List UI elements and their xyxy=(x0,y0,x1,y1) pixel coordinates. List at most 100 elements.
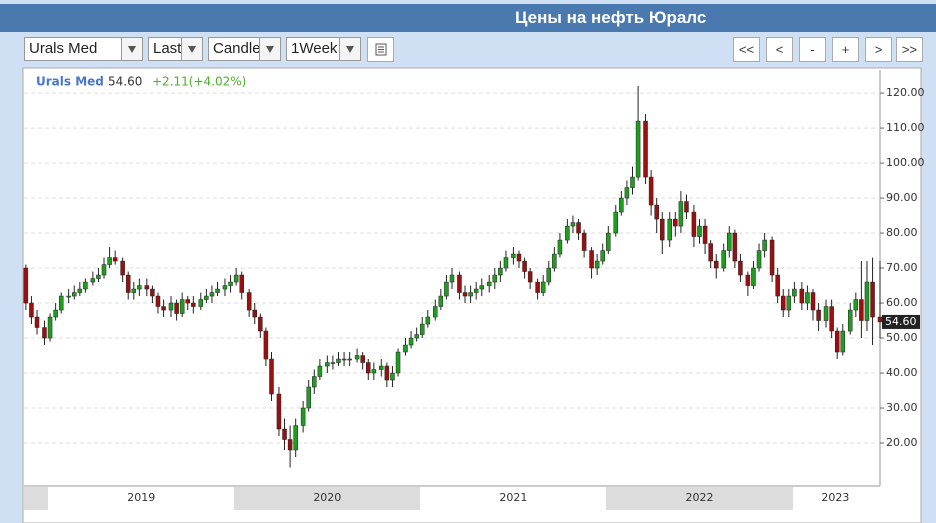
axis-band xyxy=(606,487,793,510)
candle-body xyxy=(83,281,88,290)
y-tick-label: 120.00 xyxy=(886,86,925,99)
candle-body xyxy=(137,285,142,290)
select-text: 1Week xyxy=(291,40,338,57)
candle-body xyxy=(540,281,546,293)
candle-body xyxy=(829,306,834,332)
candle-body xyxy=(527,271,533,283)
candle-body xyxy=(462,292,468,297)
candle-body xyxy=(635,120,641,178)
select-text: Candle xyxy=(213,40,261,57)
candle-body xyxy=(168,302,174,311)
candle-body xyxy=(403,344,408,353)
candle-body xyxy=(300,407,306,426)
candle-body xyxy=(390,372,395,381)
candle-body xyxy=(125,274,131,293)
candle-body xyxy=(47,316,53,339)
symbol-select[interactable]: Urals Med xyxy=(24,37,143,61)
candle-body xyxy=(379,365,384,370)
candle-body xyxy=(263,330,269,360)
candle-body xyxy=(438,295,444,307)
candle-body xyxy=(185,299,191,304)
candle-body xyxy=(516,253,522,262)
candle-body xyxy=(23,267,29,304)
candle-body xyxy=(486,281,492,286)
candle-body xyxy=(834,330,840,353)
type-select[interactable]: Candle xyxy=(208,37,281,61)
candle-body xyxy=(721,250,726,269)
y-tick-label: 110.00 xyxy=(886,121,925,134)
candle-body xyxy=(58,295,64,311)
candle-body xyxy=(233,274,239,283)
candle-body xyxy=(576,222,581,234)
nav-button[interactable]: - xyxy=(799,37,826,62)
candle-body xyxy=(287,439,293,451)
x-tick-label: 2019 xyxy=(127,491,155,504)
candle-body xyxy=(282,428,287,440)
candle-body xyxy=(697,225,702,237)
candle-body xyxy=(522,260,527,272)
candle-body xyxy=(594,260,600,269)
candle-body xyxy=(805,292,810,304)
nav-button[interactable]: << xyxy=(733,37,760,62)
nav-button[interactable]: > xyxy=(865,37,892,62)
candle-body xyxy=(306,386,311,409)
candle-body xyxy=(204,295,209,300)
candle-body xyxy=(479,285,485,290)
y-tick-label: 80.00 xyxy=(886,226,918,239)
candle-body xyxy=(179,299,185,314)
candle-body xyxy=(769,239,775,276)
candle-body xyxy=(775,274,780,297)
candle-body xyxy=(161,306,166,311)
candle-body xyxy=(606,232,611,251)
x-tick-label: 2020 xyxy=(313,491,341,504)
nav-button[interactable]: >> xyxy=(896,37,923,62)
candle-body xyxy=(269,358,274,395)
x-tick-label: 2023 xyxy=(821,491,849,504)
candle-body xyxy=(870,281,875,318)
axis-band xyxy=(234,487,420,510)
candle-body xyxy=(252,309,257,318)
candle-body xyxy=(552,253,557,269)
candle-body xyxy=(120,260,125,276)
candle-body xyxy=(589,250,594,269)
candle-body xyxy=(643,120,648,178)
candle-body xyxy=(408,337,414,346)
select-text: Last xyxy=(153,40,182,57)
candle-body xyxy=(366,362,371,374)
y-tick-label: 50.00 xyxy=(886,331,918,344)
candle-body xyxy=(336,358,341,363)
candle-body xyxy=(66,295,71,298)
candle-body xyxy=(312,376,317,388)
legend-price: 54.60 xyxy=(108,75,142,89)
candle-body xyxy=(90,278,96,283)
last-price-tag xyxy=(882,314,920,329)
candle-body xyxy=(107,257,112,265)
candle-body xyxy=(503,257,509,269)
candle-body xyxy=(492,274,498,283)
candle-body xyxy=(325,362,330,367)
candle-body xyxy=(751,267,756,286)
nav-button[interactable]: < xyxy=(766,37,793,62)
candle-body xyxy=(341,358,347,361)
candle-body xyxy=(191,302,196,307)
candle-body xyxy=(859,299,864,321)
candle-body xyxy=(673,218,678,227)
candle-body xyxy=(71,292,77,297)
candle-body xyxy=(565,225,570,241)
legend-name: Urals Med xyxy=(36,75,104,89)
y-tick-label: 40.00 xyxy=(886,366,918,379)
candle-body xyxy=(786,295,792,311)
table-button[interactable] xyxy=(367,37,394,62)
period-select[interactable]: 1Week xyxy=(286,37,361,61)
candle-body xyxy=(29,302,34,318)
candle-body xyxy=(557,239,563,255)
candle-body xyxy=(619,197,624,213)
candle-body xyxy=(600,250,605,262)
candle-body xyxy=(77,288,83,293)
nav-button[interactable]: + xyxy=(832,37,859,62)
candle-body xyxy=(756,250,762,269)
candle-body xyxy=(96,274,101,279)
price-select[interactable]: Last xyxy=(148,37,203,61)
candle-body xyxy=(131,288,137,293)
